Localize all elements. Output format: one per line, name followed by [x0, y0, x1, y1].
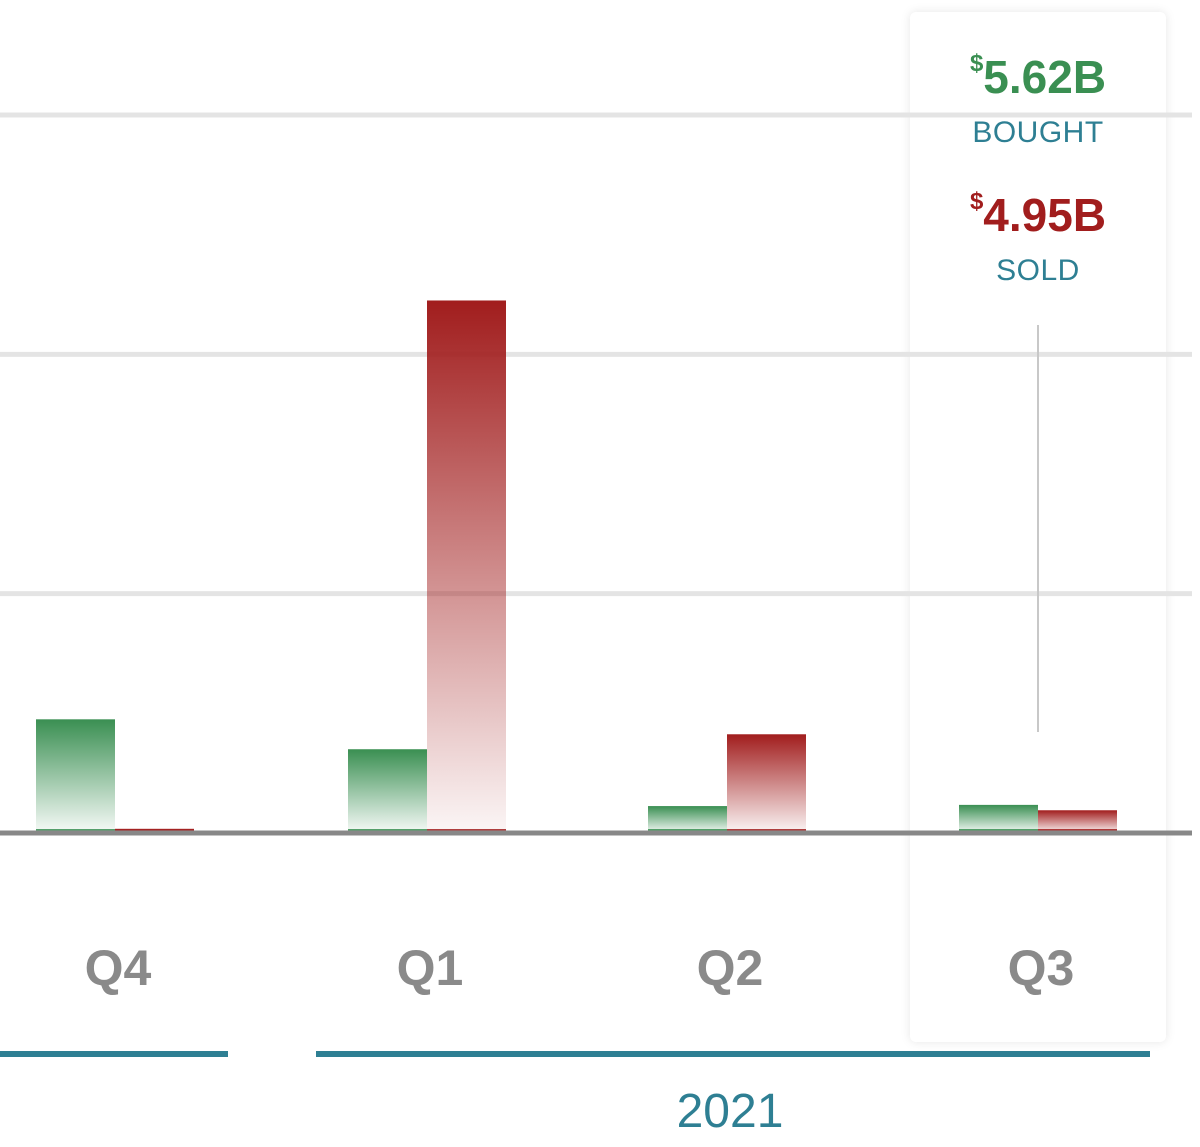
- tooltip-sold-label: SOLD: [996, 254, 1080, 287]
- currency-symbol: $: [969, 188, 984, 215]
- sold-bar-q2[interactable]: [727, 734, 806, 833]
- tooltip-panel: $5.62B BOUGHT $4.95B SOLD: [910, 12, 1166, 1042]
- bought-amount: 5.62B: [983, 51, 1107, 103]
- gridlines: [0, 112, 1192, 597]
- tooltip-bought-label: BOUGHT: [972, 116, 1104, 149]
- sold-bar-q3[interactable]: [1038, 810, 1117, 833]
- sold-bar-q1[interactable]: [427, 300, 506, 833]
- currency-symbol: $: [969, 50, 984, 77]
- tooltip-bought-value: $5.62B: [910, 51, 1166, 103]
- bought-bar-q3[interactable]: [959, 804, 1038, 833]
- bars: [36, 300, 1117, 833]
- bought-bar-q2[interactable]: [648, 806, 727, 833]
- x-tick-label: Q1: [397, 940, 464, 996]
- sold-amount: 4.95B: [983, 189, 1107, 241]
- x-tick-label: Q3: [1008, 940, 1075, 996]
- bought-bar-q1[interactable]: [348, 749, 427, 833]
- x-axis: Q4 Q1 Q2 Q3: [0, 830, 1192, 1057]
- x-tick-label: Q2: [697, 940, 764, 996]
- tooltip-sold-value: $4.95B: [910, 189, 1166, 241]
- year-group-label: 2021: [676, 1085, 784, 1138]
- bought-bar-q4[interactable]: [36, 719, 115, 833]
- x-tick-label: Q4: [85, 940, 152, 996]
